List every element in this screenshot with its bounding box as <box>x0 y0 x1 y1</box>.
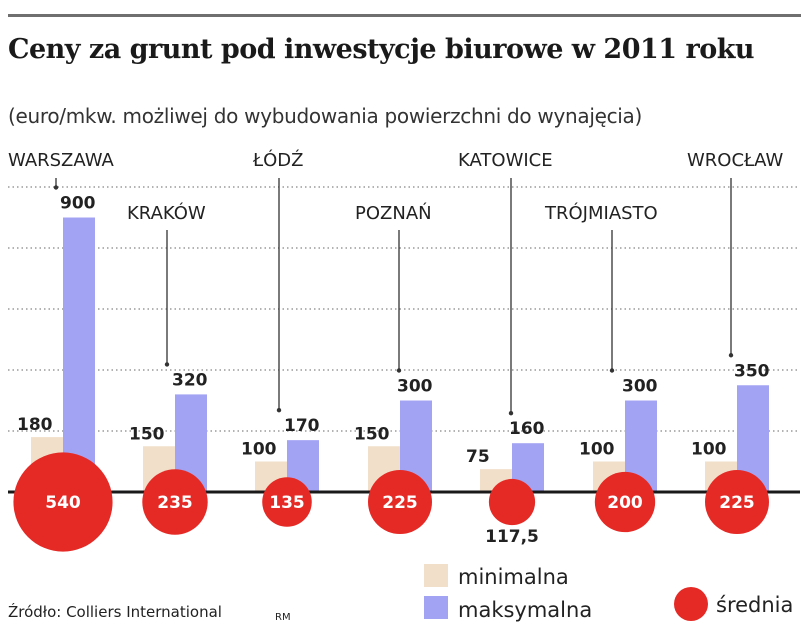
city-label-warszawa: WARSZAWA <box>8 150 115 171</box>
city-label-trojmiasto: TRÓJMIASTO <box>544 202 658 224</box>
bar-max-warszawa <box>63 217 95 492</box>
top-rule <box>8 14 801 17</box>
legend-label-maksymalna: maksymalna <box>458 598 592 622</box>
avg-circle-wroclaw <box>705 470 769 534</box>
leader-dot-poznan <box>396 368 402 373</box>
city-label-katowice: KATOWICE <box>458 150 553 171</box>
bars <box>31 217 769 492</box>
avg-circle-katowice <box>488 478 536 526</box>
leader-dot-katowice <box>508 411 514 416</box>
city-leader-lines <box>53 178 734 416</box>
average-circles <box>13 452 769 552</box>
legend: minimalna maksymalna średnia <box>424 564 793 622</box>
legend-swatch-srednia <box>674 587 708 621</box>
value-min-warszawa: 180 <box>17 415 53 435</box>
value-avg-wroclaw: 225 <box>719 493 755 513</box>
legend-swatch-minimalna <box>424 564 448 587</box>
leader-dot-krakow <box>164 362 170 367</box>
source-note: Źródło: Colliers International <box>8 602 222 621</box>
avg-circle-trojmiasto <box>594 471 656 533</box>
value-max-wroclaw: 350 <box>734 361 770 381</box>
value-max-katowice: 160 <box>509 419 545 439</box>
avg-circle-lodz <box>262 477 312 527</box>
value-max-lodz: 170 <box>284 416 320 436</box>
labels: WARSZAWA 180 900 540 KRAKÓW 150 320 235 ŁÓDŹ 100 1… <box>8 149 783 547</box>
value-max-trojmiasto: 300 <box>622 377 658 397</box>
leader-dot-trojmiasto <box>609 368 615 373</box>
value-avg-warszawa: 540 <box>45 493 81 513</box>
value-max-warszawa: 900 <box>60 194 96 214</box>
leader-dot-warszawa <box>53 185 59 190</box>
avg-circle-krakow <box>142 469 208 535</box>
value-avg-katowice: 117,5 <box>485 527 539 547</box>
city-label-krakow: KRAKÓW <box>127 202 206 224</box>
chart-title: Ceny za grunt pod inwestycje biurowe w 2… <box>8 34 755 65</box>
city-label-wroclaw: WROCŁAW <box>687 150 783 171</box>
value-avg-lodz: 135 <box>269 493 305 513</box>
value-min-poznan: 150 <box>354 424 390 444</box>
value-min-wroclaw: 100 <box>691 440 727 460</box>
avg-circle-warszawa <box>13 452 113 552</box>
city-label-poznan: POZNAŃ <box>355 202 432 224</box>
value-min-trojmiasto: 100 <box>579 440 615 460</box>
value-avg-krakow: 235 <box>157 493 193 513</box>
value-avg-poznan: 225 <box>382 493 418 513</box>
value-min-katowice: 75 <box>466 447 490 467</box>
author-mark: RM <box>275 612 291 623</box>
chart-subtitle: (euro/mkw. możliwej do wybudowania powie… <box>8 104 643 128</box>
leader-dot-wroclaw <box>728 353 734 358</box>
value-max-poznan: 300 <box>397 377 433 397</box>
legend-label-srednia: średnia <box>716 593 793 617</box>
leader-dot-lodz <box>276 407 282 413</box>
value-min-lodz: 100 <box>241 440 277 460</box>
legend-swatch-maksymalna <box>424 596 448 619</box>
value-avg-trojmiasto: 200 <box>607 493 643 513</box>
legend-label-minimalna: minimalna <box>458 565 569 589</box>
city-label-lodz: ŁÓDŹ <box>252 149 303 171</box>
value-min-krakow: 150 <box>129 424 165 444</box>
avg-circle-poznan <box>368 470 432 534</box>
value-max-krakow: 320 <box>172 370 208 390</box>
